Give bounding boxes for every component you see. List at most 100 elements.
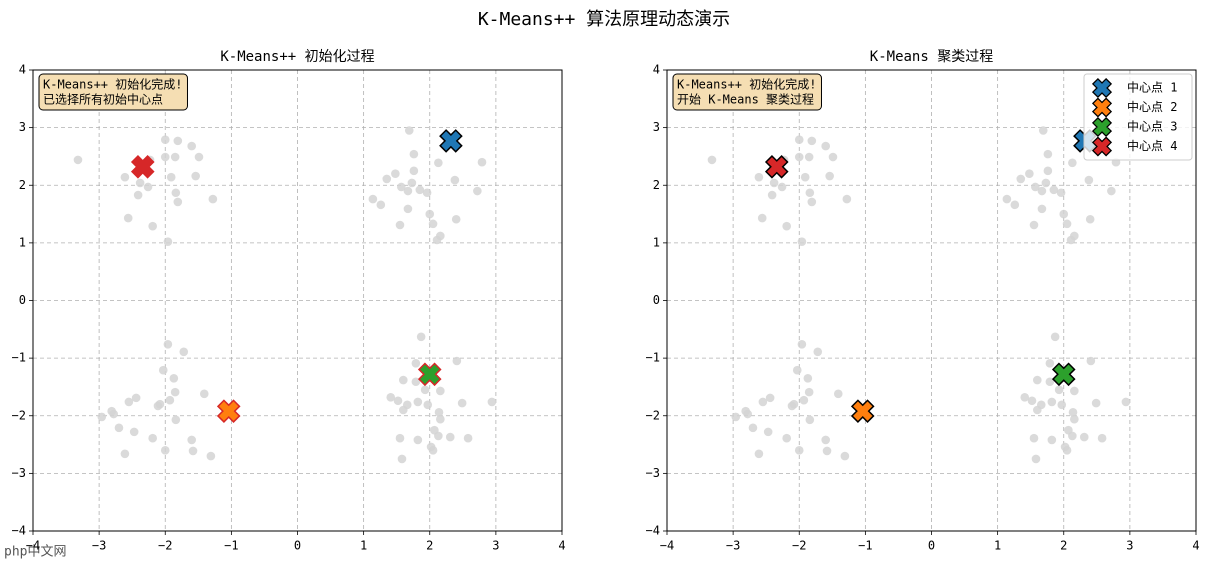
data-point bbox=[765, 393, 775, 403]
data-point bbox=[1079, 432, 1089, 442]
data-point bbox=[404, 126, 414, 135]
data-point bbox=[1037, 186, 1047, 196]
center-marker bbox=[850, 399, 875, 423]
data-point bbox=[413, 397, 423, 407]
data-point bbox=[1066, 235, 1076, 245]
annotation-text: 开始 K-Means 聚类过程 bbox=[677, 92, 814, 107]
data-point bbox=[171, 415, 181, 425]
data-point bbox=[821, 141, 830, 151]
legend-marker bbox=[1091, 136, 1113, 157]
data-point bbox=[792, 365, 802, 375]
data-point bbox=[445, 432, 455, 442]
data-point bbox=[754, 172, 764, 182]
data-point bbox=[409, 149, 419, 159]
y-tick-label: −1 bbox=[646, 351, 660, 365]
x-tick-label: −1 bbox=[224, 539, 238, 553]
data-point bbox=[463, 433, 473, 443]
data-point bbox=[1070, 386, 1079, 396]
x-tick-label: 3 bbox=[492, 539, 499, 553]
data-point bbox=[1016, 174, 1026, 184]
data-point bbox=[805, 188, 815, 198]
data-point bbox=[148, 433, 157, 443]
data-point bbox=[763, 427, 773, 437]
data-point bbox=[782, 433, 791, 443]
data-point bbox=[1097, 433, 1107, 443]
y-tick-label: 2 bbox=[653, 178, 660, 192]
data-point bbox=[399, 405, 408, 415]
x-tick-label: −4 bbox=[26, 539, 40, 553]
y-tick-label: 1 bbox=[653, 235, 660, 249]
data-point bbox=[1091, 398, 1101, 408]
y-tick-label: −3 bbox=[12, 466, 26, 480]
y-tick-label: −2 bbox=[646, 408, 660, 422]
y-tick-label: 2 bbox=[19, 178, 26, 192]
data-point bbox=[423, 400, 433, 410]
data-point bbox=[1059, 209, 1069, 219]
data-point bbox=[822, 446, 832, 456]
data-point bbox=[434, 431, 443, 441]
center-marker bbox=[764, 154, 789, 179]
data-point bbox=[452, 356, 462, 366]
data-point bbox=[707, 155, 717, 165]
data-point bbox=[799, 395, 809, 405]
data-point bbox=[368, 194, 378, 204]
data-point bbox=[833, 389, 843, 399]
data-point bbox=[477, 157, 487, 167]
data-point bbox=[391, 169, 400, 179]
annotation-text: 已选择所有初始中心点 bbox=[43, 92, 163, 107]
annotation-box bbox=[38, 73, 188, 111]
x-tick-label: 2 bbox=[426, 539, 433, 553]
x-tick-label: −3 bbox=[726, 539, 740, 553]
data-point bbox=[767, 190, 777, 200]
center-marker bbox=[216, 399, 241, 423]
data-point bbox=[399, 375, 408, 385]
data-point bbox=[1062, 446, 1072, 455]
x-tick-label: 3 bbox=[1126, 539, 1133, 553]
data-point bbox=[166, 172, 176, 182]
data-point bbox=[450, 175, 460, 185]
data-point bbox=[777, 182, 787, 192]
data-point bbox=[758, 397, 768, 407]
data-point bbox=[109, 409, 118, 419]
data-point bbox=[413, 435, 423, 445]
data-point bbox=[1041, 178, 1051, 188]
data-point bbox=[395, 433, 405, 443]
data-point bbox=[1029, 220, 1039, 230]
data-point bbox=[416, 332, 426, 342]
data-point bbox=[842, 194, 852, 204]
data-point bbox=[432, 235, 442, 245]
data-point bbox=[393, 396, 403, 406]
axes-title: K-Means 聚类过程 bbox=[870, 49, 993, 65]
annotation-box bbox=[672, 73, 822, 111]
data-point bbox=[1049, 185, 1059, 195]
data-point bbox=[473, 186, 482, 196]
data-point bbox=[395, 220, 405, 230]
data-point bbox=[386, 393, 396, 402]
data-point bbox=[754, 449, 764, 459]
data-point bbox=[407, 178, 417, 188]
data-point bbox=[1033, 405, 1042, 415]
data-point bbox=[807, 197, 817, 207]
data-point bbox=[173, 197, 183, 207]
data-point bbox=[1031, 182, 1040, 192]
annotation-text: K-Means++ 初始化完成! bbox=[43, 77, 182, 92]
data-point bbox=[97, 412, 107, 422]
data-point bbox=[409, 166, 419, 176]
data-point bbox=[487, 397, 497, 407]
data-point bbox=[397, 454, 407, 464]
data-point bbox=[1062, 219, 1072, 229]
data-point bbox=[428, 219, 438, 229]
data-point bbox=[411, 359, 421, 368]
data-point bbox=[160, 446, 170, 455]
data-point bbox=[187, 141, 196, 151]
data-point bbox=[160, 135, 170, 145]
data-point bbox=[1020, 393, 1030, 402]
data-point bbox=[1050, 332, 1060, 342]
data-point bbox=[1084, 175, 1094, 185]
y-tick-label: 0 bbox=[653, 293, 660, 307]
data-point bbox=[403, 186, 413, 196]
x-tick-label: 4 bbox=[558, 539, 565, 553]
y-tick-label: 0 bbox=[19, 293, 26, 307]
